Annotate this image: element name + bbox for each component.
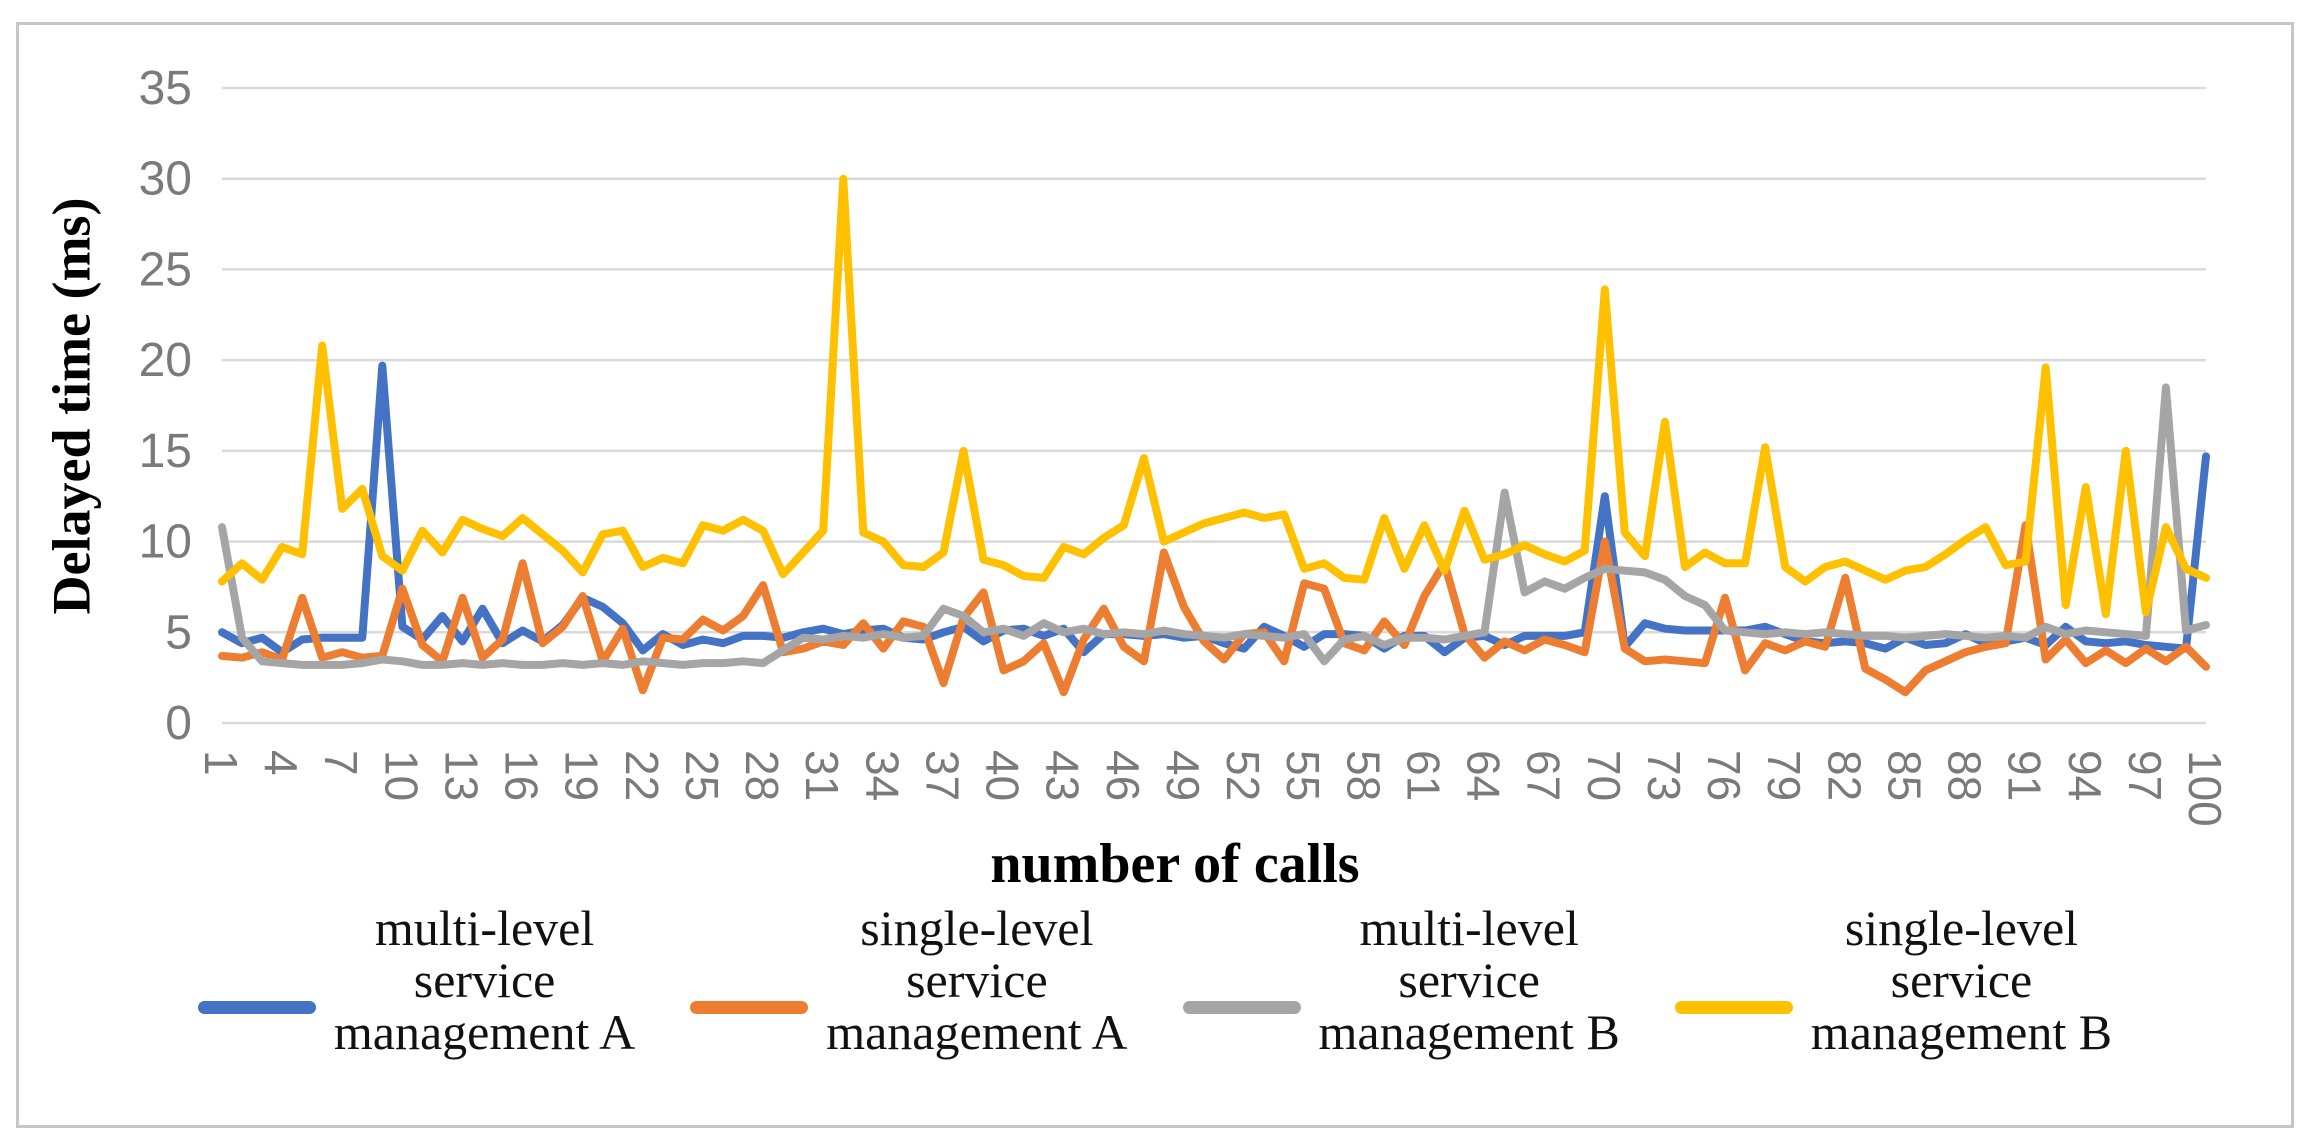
x-tick-label: 4 bbox=[255, 750, 307, 776]
x-tick-label: 94 bbox=[2059, 750, 2111, 801]
x-tick-label: 34 bbox=[856, 750, 908, 801]
legend-label-line: service bbox=[906, 952, 1048, 1008]
x-tick-label: 61 bbox=[1397, 750, 1449, 801]
x-tick-label: 88 bbox=[1939, 750, 1991, 801]
x-tick-label: 52 bbox=[1217, 750, 1269, 801]
x-tick-label: 100 bbox=[2179, 750, 2231, 827]
x-tick-label: 40 bbox=[977, 750, 1029, 801]
legend-label-line: management B bbox=[1810, 1004, 2113, 1060]
legend-swatch-single-level-service-management-a bbox=[690, 1000, 809, 1014]
series-line-single-level-service-management-b bbox=[218, 174, 2210, 619]
y-tick-label: 10 bbox=[139, 516, 192, 569]
x-tick-label: 58 bbox=[1337, 750, 1389, 801]
legend-label-single-level-service-management-b: single-level service management B bbox=[1811, 902, 2112, 1058]
x-tick-label: 43 bbox=[1037, 750, 1089, 801]
x-axis-tick-labels: 1 4 7 10 13 16 19 22 25 28 31 34 37 40 43 46 49 52 55 58 61 6… bbox=[195, 750, 2231, 827]
y-axis-title-text: Delayed time (ms) bbox=[41, 197, 101, 615]
series-line-single-level-service-management-a bbox=[218, 521, 2210, 697]
legend-label-line: service bbox=[413, 952, 556, 1008]
x-tick-label: 79 bbox=[1758, 750, 1810, 801]
y-axis-title: Delayed time (ms) bbox=[36, 0, 106, 812]
x-tick-label: 76 bbox=[1698, 750, 1750, 801]
legend-item-multi-level-service-management-b: multi-level service management B bbox=[1182, 902, 1620, 1058]
x-tick-label: 73 bbox=[1638, 750, 1690, 801]
y-axis-tick-labels: 0 5 10 15 20 25 30 35 bbox=[139, 62, 192, 750]
legend-label-line: management A bbox=[333, 1004, 636, 1060]
x-tick-label: 1 bbox=[195, 750, 247, 776]
x-tick-label: 70 bbox=[1578, 750, 1630, 801]
legend-label-line: management A bbox=[826, 1004, 1128, 1060]
y-tick-label: 15 bbox=[139, 425, 192, 478]
x-tick-label: 28 bbox=[736, 750, 788, 801]
x-tick-label: 46 bbox=[1097, 750, 1149, 801]
legend-swatch-single-level-service-management-b bbox=[1674, 1000, 1793, 1014]
legend-item-single-level-service-management-b: single-level service management B bbox=[1674, 902, 2112, 1058]
x-axis-title: number of calls bbox=[990, 833, 1360, 895]
legend-item-multi-level-service-management-a: multi-level service management A bbox=[197, 902, 635, 1058]
y-tick-label: 25 bbox=[139, 243, 192, 296]
legend-label-line: service bbox=[1890, 952, 2033, 1008]
x-tick-label: 67 bbox=[1518, 750, 1570, 801]
x-tick-label: 19 bbox=[556, 750, 608, 801]
x-tick-label: 49 bbox=[1157, 750, 1209, 801]
x-tick-label: 82 bbox=[1818, 750, 1870, 801]
y-tick-label: 5 bbox=[165, 606, 192, 659]
x-tick-label: 22 bbox=[616, 750, 668, 801]
x-tick-label: 7 bbox=[315, 750, 367, 776]
x-tick-label: 85 bbox=[1878, 750, 1930, 801]
legend-label-line: multi-level bbox=[1359, 900, 1579, 956]
y-tick-label: 35 bbox=[139, 62, 192, 115]
legend-label-line: single-level bbox=[860, 900, 1094, 956]
legend-label-multi-level-service-management-a: multi-level service management A bbox=[334, 902, 635, 1058]
legend-label-line: service bbox=[1398, 952, 1540, 1008]
series-line-multi-level-service-management-b bbox=[218, 383, 2210, 669]
legend-label-line: single-level bbox=[1844, 900, 2079, 956]
y-tick-label: 0 bbox=[165, 697, 192, 750]
x-tick-label: 25 bbox=[676, 750, 728, 801]
x-tick-label: 97 bbox=[2119, 750, 2171, 801]
legend-label-line: multi-level bbox=[374, 900, 595, 956]
legend-swatch-multi-level-service-management-a bbox=[197, 1000, 316, 1014]
y-tick-label: 20 bbox=[139, 334, 192, 387]
x-tick-label: 64 bbox=[1458, 750, 1510, 801]
legend-label-line: management B bbox=[1318, 1004, 1620, 1060]
x-tick-label: 55 bbox=[1277, 750, 1329, 801]
y-tick-label: 30 bbox=[139, 153, 192, 206]
legend-label-single-level-service-management-a: single-level service management A bbox=[826, 902, 1127, 1058]
series-line-multi-level-service-management-a bbox=[218, 361, 2210, 657]
x-tick-label: 10 bbox=[375, 750, 427, 801]
x-tick-label: 13 bbox=[435, 750, 487, 801]
legend-label-multi-level-service-management-b: multi-level service management B bbox=[1319, 902, 1620, 1058]
series-lines bbox=[218, 174, 2210, 697]
x-tick-label: 16 bbox=[496, 750, 548, 801]
legend-swatch-multi-level-service-management-b bbox=[1182, 1000, 1301, 1014]
x-tick-label: 31 bbox=[796, 750, 848, 801]
x-tick-label: 37 bbox=[916, 750, 968, 801]
x-tick-label: 91 bbox=[1999, 750, 2051, 801]
legend-item-single-level-service-management-a: single-level service management A bbox=[690, 902, 1128, 1058]
